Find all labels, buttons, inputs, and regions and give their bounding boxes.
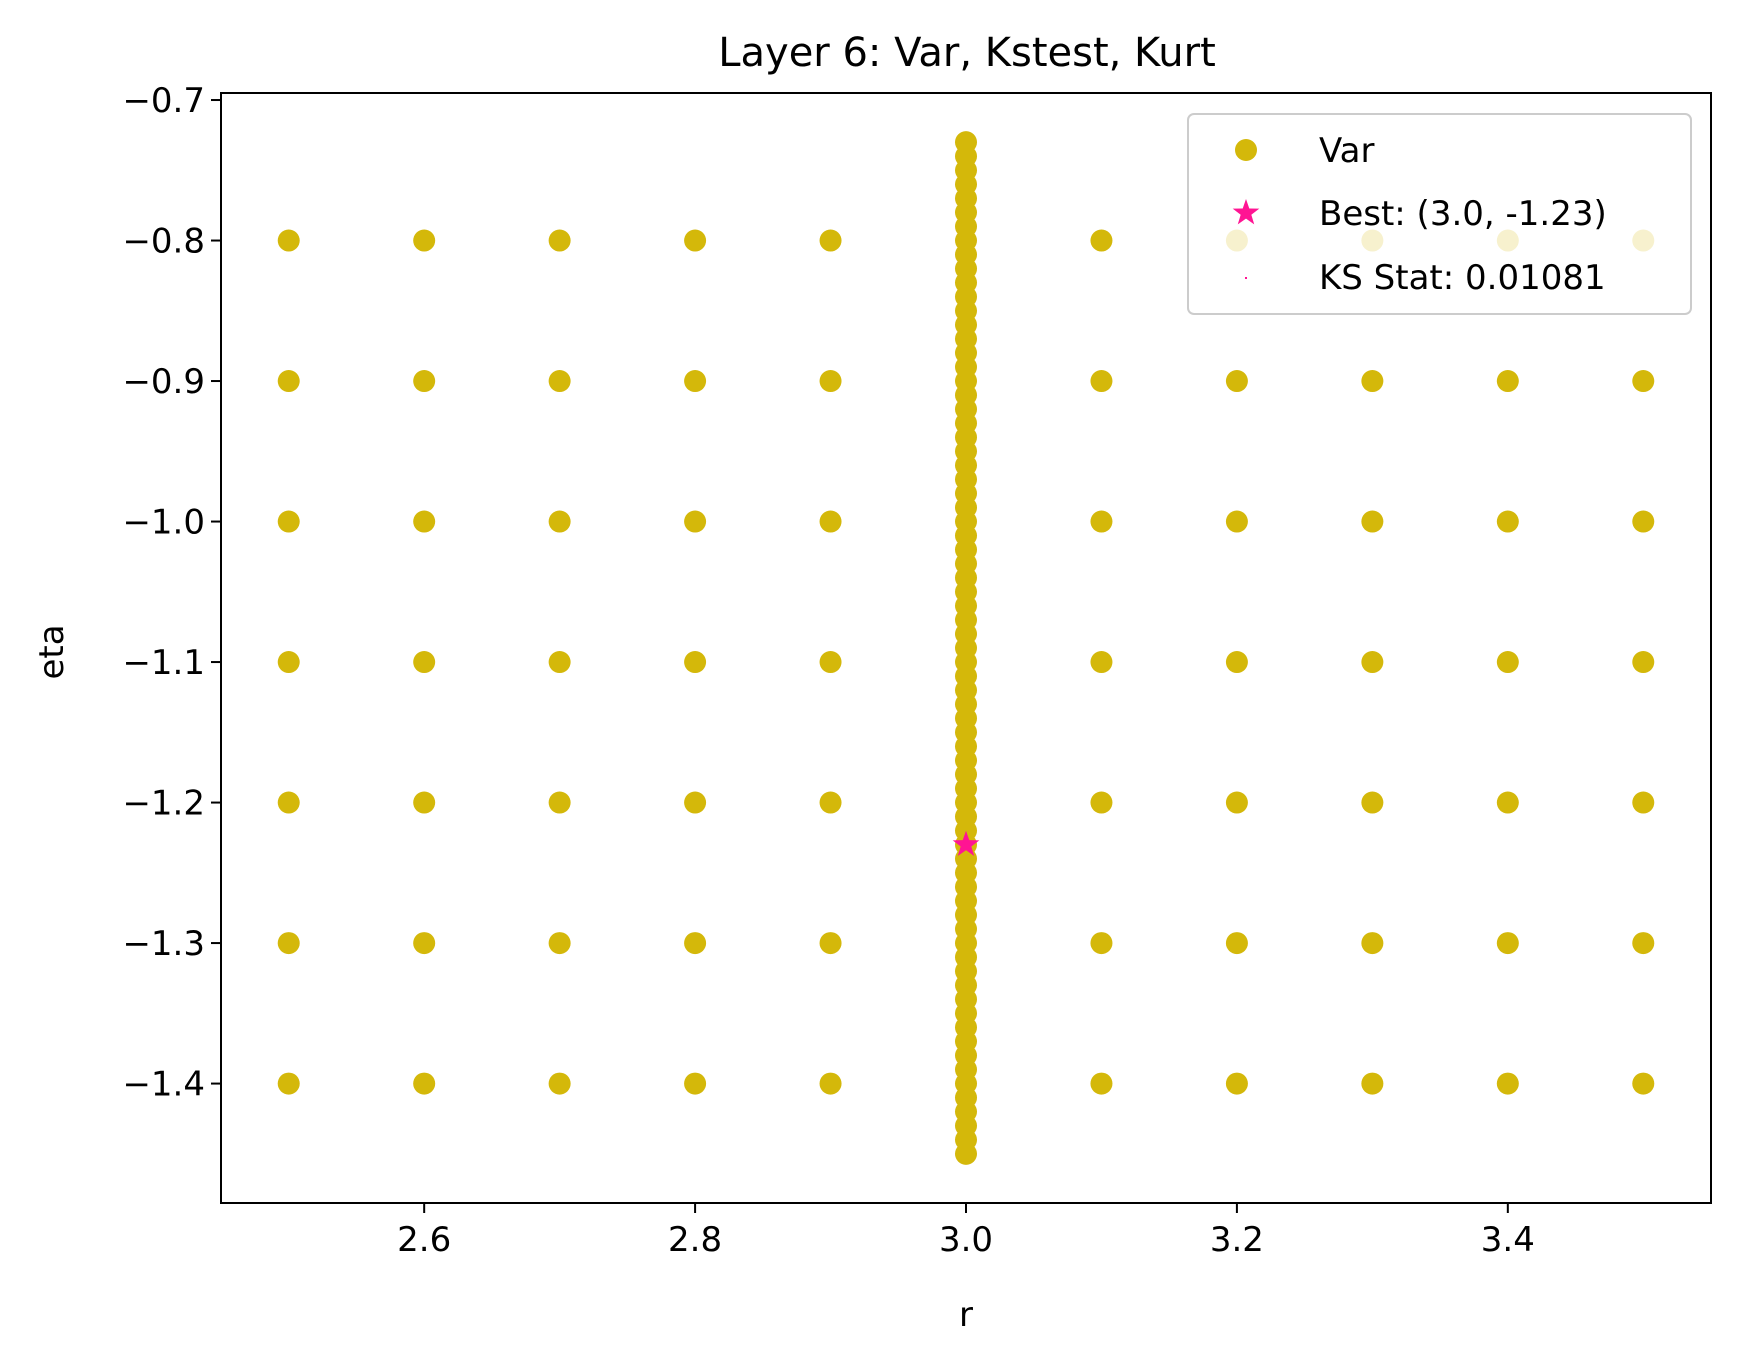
x-axis-label: r	[959, 1295, 973, 1335]
y-ticks: −0.7 −0.8 −0.9 −1.0 −1.1 −1.2 −1.3 −1.4	[122, 81, 221, 1105]
data-point	[1090, 791, 1113, 814]
data-point	[955, 131, 977, 154]
data-point	[1496, 651, 1519, 674]
data-point	[684, 370, 707, 393]
y-tick-label: −0.9	[122, 362, 205, 402]
legend-label-ks-stat: KS Stat: 0.01081	[1319, 258, 1606, 298]
y-tick-label: −0.7	[122, 81, 205, 121]
legend-box	[1187, 113, 1692, 315]
x-tick-label: 3.2	[1210, 1220, 1264, 1260]
data-point	[277, 229, 300, 252]
x-tick-label: 3.0	[939, 1220, 993, 1260]
data-point	[819, 651, 842, 674]
data-point	[1225, 932, 1248, 955]
data-point	[1361, 651, 1384, 674]
data-point	[819, 932, 842, 955]
data-point	[413, 510, 436, 533]
data-point	[548, 932, 571, 955]
data-point	[277, 1072, 300, 1095]
data-point	[1496, 1072, 1519, 1095]
data-point	[277, 932, 300, 955]
data-point	[819, 791, 842, 814]
data-point	[548, 370, 571, 393]
data-point	[413, 651, 436, 674]
data-point	[1090, 932, 1113, 955]
data-point	[684, 229, 707, 252]
data-point	[1632, 370, 1655, 393]
data-point	[277, 510, 300, 533]
data-point	[1632, 1072, 1655, 1095]
data-point	[548, 651, 571, 674]
data-point	[548, 229, 571, 252]
legend-marker-ks-stat	[1245, 277, 1247, 279]
data-point	[819, 510, 842, 533]
data-point	[1361, 791, 1384, 814]
data-point	[548, 1072, 571, 1095]
data-point	[277, 791, 300, 814]
data-point	[1496, 370, 1519, 393]
data-point	[1090, 370, 1113, 393]
data-point	[1361, 510, 1384, 533]
data-point	[684, 1072, 707, 1095]
data-point	[1632, 932, 1655, 955]
legend-label-best: Best: (3.0, -1.23)	[1319, 194, 1607, 234]
data-point	[1225, 651, 1248, 674]
y-axis-label: eta	[32, 624, 72, 679]
data-point	[1496, 791, 1519, 814]
data-point	[819, 229, 842, 252]
data-point	[1632, 510, 1655, 533]
data-point	[1225, 510, 1248, 533]
data-point	[1361, 370, 1384, 393]
x-tick-label: 2.6	[397, 1220, 451, 1260]
data-point	[1090, 229, 1113, 252]
data-point	[1090, 510, 1113, 533]
points-layer	[277, 131, 1655, 1165]
data-point	[413, 791, 436, 814]
data-point	[1090, 651, 1113, 674]
x-tick-label: 2.8	[668, 1220, 722, 1260]
legend-marker-var	[1235, 139, 1257, 161]
data-point	[684, 791, 707, 814]
data-point	[548, 510, 571, 533]
data-point	[684, 510, 707, 533]
data-point	[1361, 1072, 1384, 1095]
data-point	[413, 229, 436, 252]
y-tick-label: −0.8	[122, 222, 205, 262]
chart-title: Layer 6: Var, Kstest, Kurt	[718, 30, 1216, 76]
data-point	[1632, 651, 1655, 674]
y-tick-label: −1.3	[122, 924, 205, 964]
y-tick-label: −1.4	[122, 1065, 205, 1105]
x-tick-label: 3.4	[1481, 1220, 1535, 1260]
data-point	[1225, 791, 1248, 814]
legend: Var Best: (3.0, -1.23) KS Stat: 0.01081	[1187, 113, 1692, 315]
data-point	[684, 932, 707, 955]
y-tick-label: −1.0	[122, 503, 205, 543]
best-point-marker	[952, 830, 980, 857]
data-point	[684, 651, 707, 674]
data-point	[1361, 932, 1384, 955]
y-tick-label: −1.2	[122, 784, 205, 824]
data-point	[1496, 932, 1519, 955]
data-point	[413, 932, 436, 955]
data-point	[413, 370, 436, 393]
legend-marker-best	[1232, 199, 1260, 225]
data-point	[819, 370, 842, 393]
data-point	[1632, 791, 1655, 814]
data-point	[1496, 510, 1519, 533]
legend-label-var: Var	[1319, 131, 1374, 171]
data-point	[277, 370, 300, 393]
data-point	[277, 651, 300, 674]
data-point	[1090, 1072, 1113, 1095]
data-point	[1225, 1072, 1248, 1095]
x-ticks: 2.6 2.8 3.0 3.2 3.4	[397, 1203, 1535, 1260]
y-tick-label: −1.1	[122, 643, 205, 683]
data-point	[548, 791, 571, 814]
best-layer	[952, 830, 980, 857]
data-point	[413, 1072, 436, 1095]
data-point	[819, 1072, 842, 1095]
data-point	[1225, 370, 1248, 393]
